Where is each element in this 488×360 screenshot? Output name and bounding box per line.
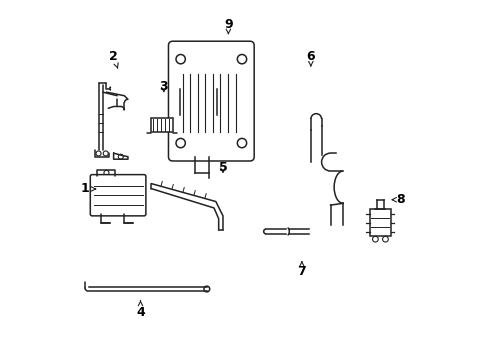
Text: 9: 9 [224,18,232,34]
Bar [369,209,390,235]
Text: 7: 7 [297,262,305,278]
Text: 1: 1 [81,183,95,195]
Bar [150,118,173,132]
Text: 4: 4 [136,301,144,319]
Text: 5: 5 [218,161,227,174]
Text: 6: 6 [306,50,314,66]
Text: 8: 8 [391,193,404,206]
Text: 2: 2 [109,50,118,68]
FancyBboxPatch shape [168,41,254,161]
Text: 3: 3 [159,80,168,93]
FancyBboxPatch shape [90,175,145,216]
